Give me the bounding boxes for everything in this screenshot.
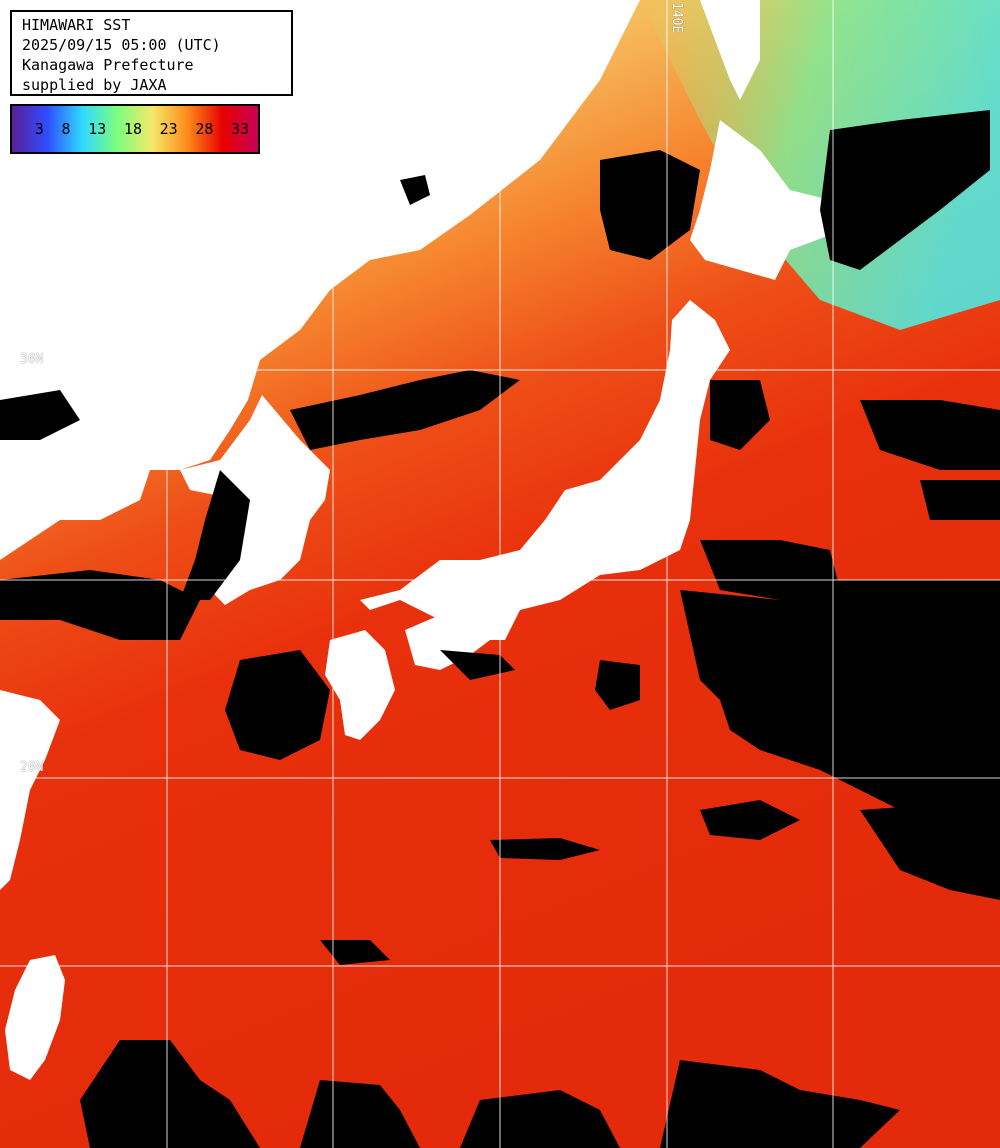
data-credit: supplied by JAXA <box>22 76 167 94</box>
legend-tick: 18 <box>123 120 142 138</box>
lat-label-30n: 30N <box>20 352 44 367</box>
land-honshu <box>360 300 730 640</box>
legend-tick: 8 <box>61 120 71 138</box>
land-korea <box>180 395 330 605</box>
lon-label-140e: 140E <box>669 2 684 34</box>
land-sakhalin <box>700 0 760 100</box>
legend-tick: 13 <box>88 120 107 138</box>
product-title: HIMAWARI SST <box>22 16 131 34</box>
land-china-coast <box>0 690 60 890</box>
legend-gradient <box>12 106 258 152</box>
land-hokkaido <box>690 120 870 280</box>
lat-label-20n: 20N <box>20 760 44 775</box>
timestamp: 2025/09/15 05:00 (UTC) <box>22 36 221 54</box>
land-kyushu <box>325 630 395 740</box>
cloud-mask <box>0 110 1000 1148</box>
land-taiwan <box>5 955 65 1080</box>
land-shikoku <box>405 615 490 670</box>
info-box: HIMAWARI SST 2025/09/15 05:00 (UTC) Kana… <box>10 10 293 96</box>
legend-tick: 23 <box>159 120 178 138</box>
legend-tick: 28 <box>195 120 214 138</box>
legend-tick: 3 <box>34 120 44 138</box>
legend-labels: 3 8 13 18 23 28 33 <box>12 106 258 152</box>
region-name: Kanagawa Prefecture <box>22 56 194 74</box>
legend-tick: 33 <box>231 120 250 138</box>
color-legend: 3 8 13 18 23 28 33 <box>10 104 260 154</box>
cold-water-northeast <box>640 0 1000 330</box>
